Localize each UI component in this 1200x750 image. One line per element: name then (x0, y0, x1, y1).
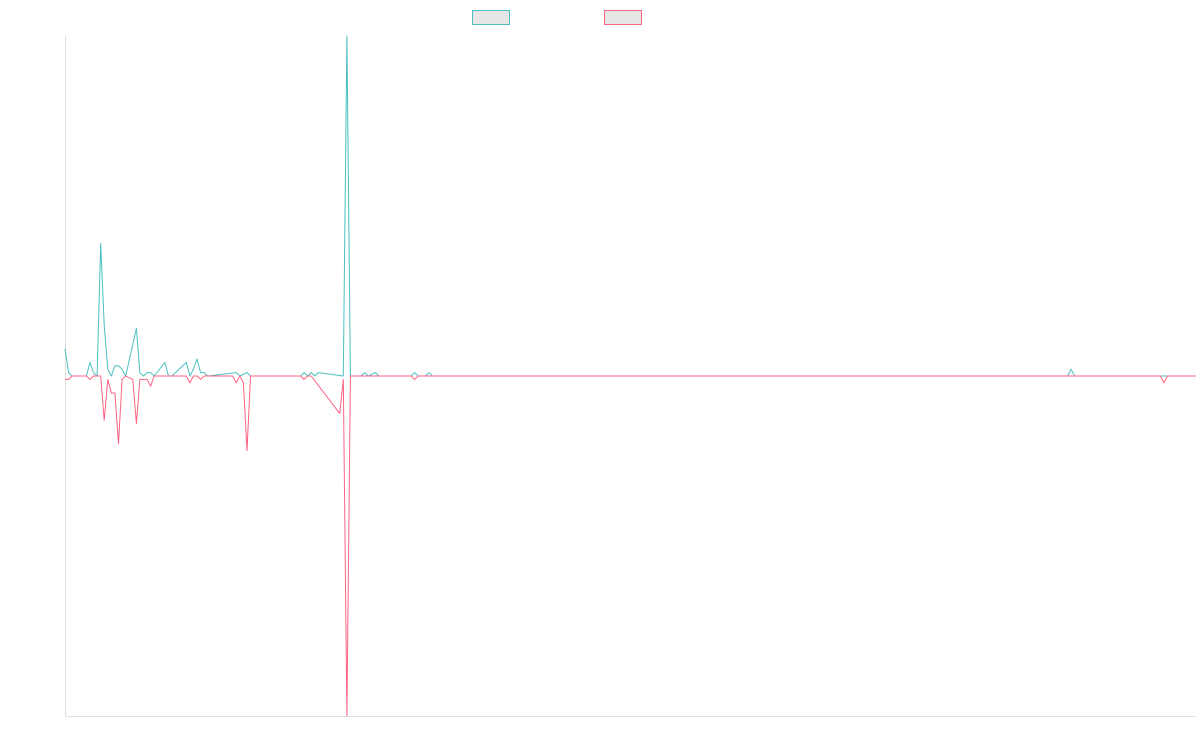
series-line-a (64, 35, 1196, 377)
series-layer (64, 35, 1196, 717)
legend-swatch-series-a[interactable] (472, 10, 510, 25)
series-line-b (65, 375, 1196, 717)
legend-swatch-series-b[interactable] (604, 10, 642, 25)
